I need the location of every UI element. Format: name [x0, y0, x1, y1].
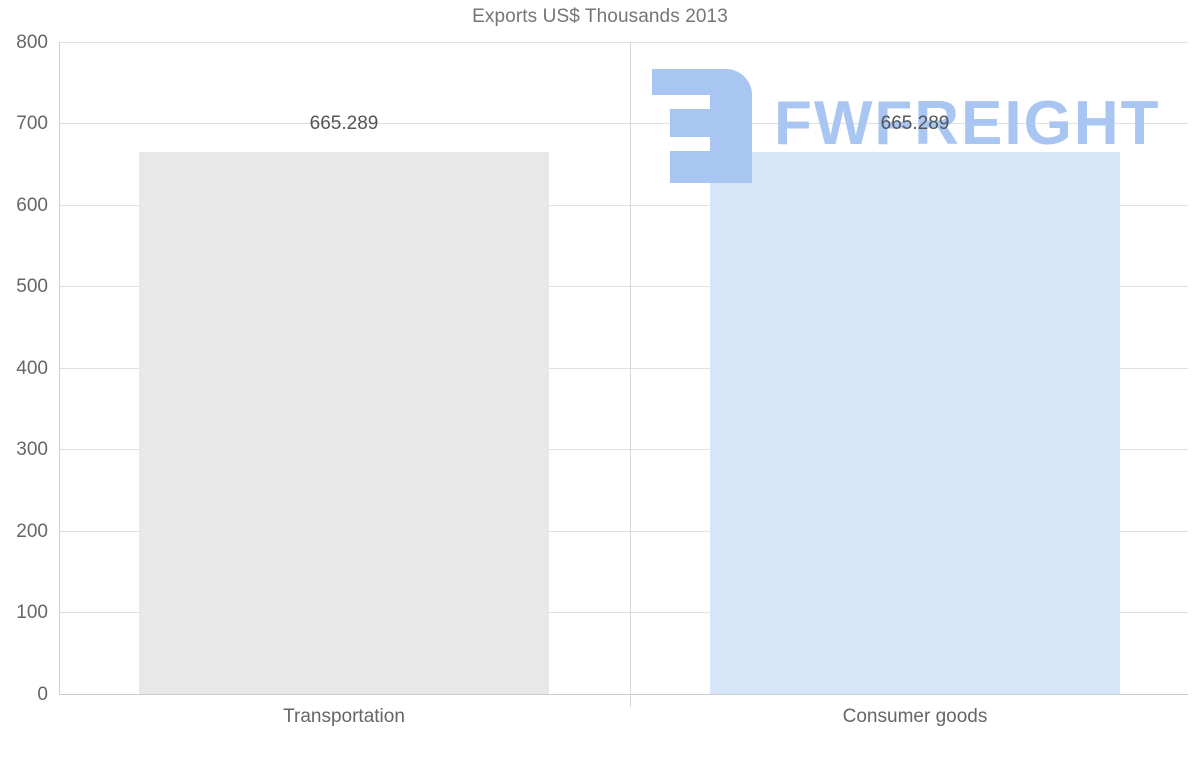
y-axis-tick-800: 800 — [16, 32, 48, 53]
y-axis-tick-400: 400 — [16, 358, 48, 379]
y-axis-tick-200: 200 — [16, 521, 48, 542]
bar-consumer-goods[interactable] — [710, 151, 1120, 694]
chart-title: Exports US$ Thousands 2013 — [472, 6, 728, 27]
gridline-600 — [59, 205, 1188, 206]
y-axis-tick-0: 0 — [37, 684, 48, 705]
y-axis-tick-500: 500 — [16, 276, 48, 297]
gridline-400 — [59, 368, 1188, 369]
gridline-0 — [59, 694, 1188, 695]
y-axis-tick-600: 600 — [16, 195, 48, 216]
category-divider-line — [630, 42, 631, 707]
value-label-consumer-goods: 665.289 — [880, 113, 950, 134]
x-axis-label-consumer-goods: Consumer goods — [842, 706, 988, 727]
bar-transportation[interactable] — [139, 151, 549, 694]
y-axis-tick-300: 300 — [16, 439, 48, 460]
y-axis-tick-700: 700 — [16, 113, 48, 134]
gridline-100 — [59, 612, 1188, 613]
value-label-transportation: 665.289 — [309, 113, 379, 134]
gridline-200 — [59, 531, 1188, 532]
plot-area — [59, 42, 1188, 695]
y-axis-line — [59, 42, 60, 695]
x-axis-label-transportation: Transportation — [283, 706, 405, 727]
gridline-500 — [59, 286, 1188, 287]
gridline-800 — [59, 42, 1188, 43]
y-axis-tick-100: 100 — [16, 602, 48, 623]
gridline-300 — [59, 449, 1188, 450]
gridline-700 — [59, 123, 1188, 124]
